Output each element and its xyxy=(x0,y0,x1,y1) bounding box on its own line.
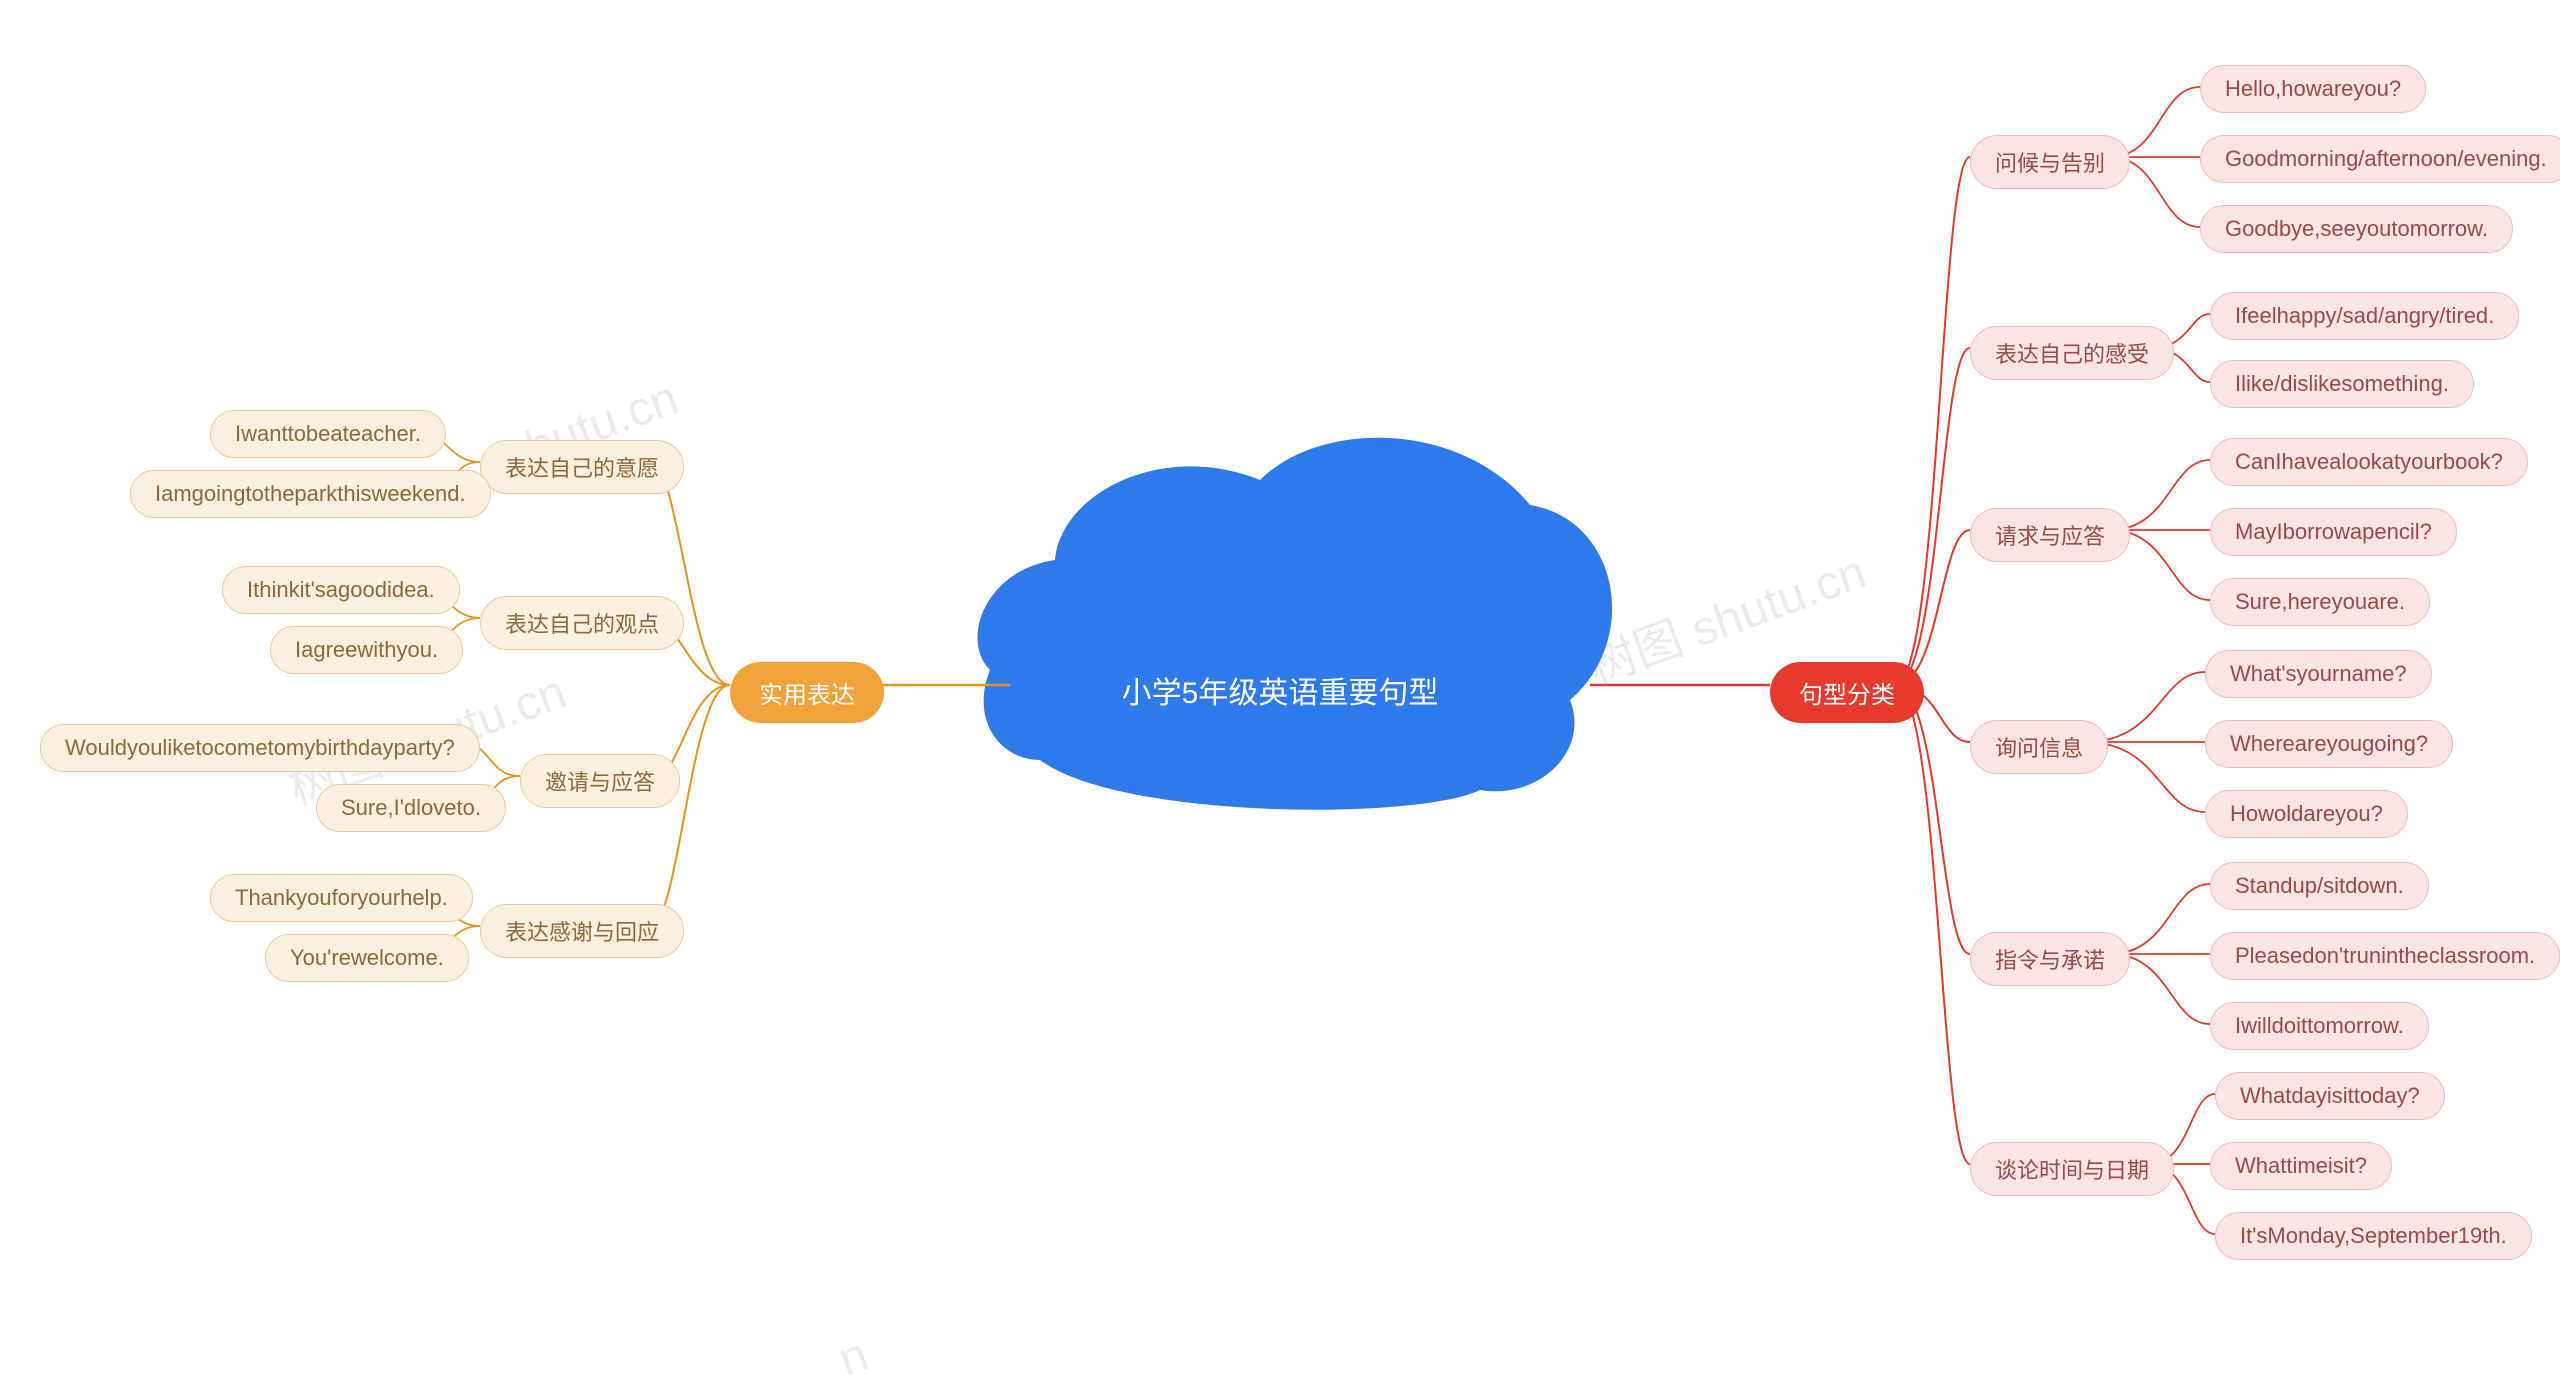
leaf[interactable]: Ithinkit'sagoodidea. xyxy=(222,566,460,614)
leaf[interactable]: Wouldyouliketocometomybirthdayparty? xyxy=(40,724,480,772)
leaf[interactable]: Standup/sitdown. xyxy=(2210,862,2429,910)
leaf[interactable]: MayIborrowapencil? xyxy=(2210,508,2457,556)
mindmap-canvas: 树图 shutu.cn 树图 shutu.cn shutu.cn n xyxy=(0,0,2560,1369)
leaf[interactable]: Iwilldoittomorrow. xyxy=(2210,1002,2429,1050)
leaf[interactable]: Whereareyougoing? xyxy=(2205,720,2453,768)
sub-right-3[interactable]: 询问信息 xyxy=(1970,720,2108,774)
branch-right[interactable]: 句型分类 xyxy=(1770,662,1924,723)
leaf[interactable]: Thankyouforyourhelp. xyxy=(210,874,473,922)
leaf[interactable]: CanIhavealookatyourbook? xyxy=(2210,438,2528,486)
leaf[interactable]: Hello,howareyou? xyxy=(2200,65,2426,113)
sub-left-2[interactable]: 邀请与应答 xyxy=(520,754,680,808)
sub-right-1[interactable]: 表达自己的感受 xyxy=(1970,326,2174,380)
center-cloud xyxy=(978,438,1613,810)
sub-right-2[interactable]: 请求与应答 xyxy=(1970,508,2130,562)
leaf[interactable]: Iwanttobeateacher. xyxy=(210,410,446,458)
sub-left-1[interactable]: 表达自己的观点 xyxy=(480,596,684,650)
leaf[interactable]: Iagreewithyou. xyxy=(270,626,463,674)
leaf[interactable]: Ilike/dislikesomething. xyxy=(2210,360,2474,408)
leaf[interactable]: Iamgoingtotheparkthisweekend. xyxy=(130,470,491,518)
leaf[interactable]: Pleasedon'trunintheclassroom. xyxy=(2210,932,2560,980)
leaf[interactable]: Sure,I'dloveto. xyxy=(316,784,506,832)
sub-right-4[interactable]: 指令与承诺 xyxy=(1970,932,2130,986)
branch-left[interactable]: 实用表达 xyxy=(730,662,884,723)
leaf[interactable]: Ifeelhappy/sad/angry/tired. xyxy=(2210,292,2519,340)
leaf[interactable]: Goodbye,seeyoutomorrow. xyxy=(2200,205,2513,253)
leaf[interactable]: Whatdayisittoday? xyxy=(2215,1072,2445,1120)
leaf[interactable]: Howoldareyou? xyxy=(2205,790,2408,838)
leaf[interactable]: Sure,hereyouare. xyxy=(2210,578,2430,626)
sub-left-3[interactable]: 表达感谢与回应 xyxy=(480,904,684,958)
leaf[interactable]: What'syourname? xyxy=(2205,650,2432,698)
center-title: 小学5年级英语重要句型 xyxy=(1040,668,1520,712)
leaf[interactable]: It'sMonday,September19th. xyxy=(2215,1212,2532,1260)
leaf[interactable]: Goodmorning/afternoon/evening. xyxy=(2200,135,2560,183)
sub-left-0[interactable]: 表达自己的意愿 xyxy=(480,440,684,494)
sub-right-5[interactable]: 谈论时间与日期 xyxy=(1970,1142,2174,1196)
leaf[interactable]: Whattimeisit? xyxy=(2210,1142,2392,1190)
sub-right-0[interactable]: 问候与告别 xyxy=(1970,135,2130,189)
leaf[interactable]: You'rewelcome. xyxy=(265,934,469,982)
